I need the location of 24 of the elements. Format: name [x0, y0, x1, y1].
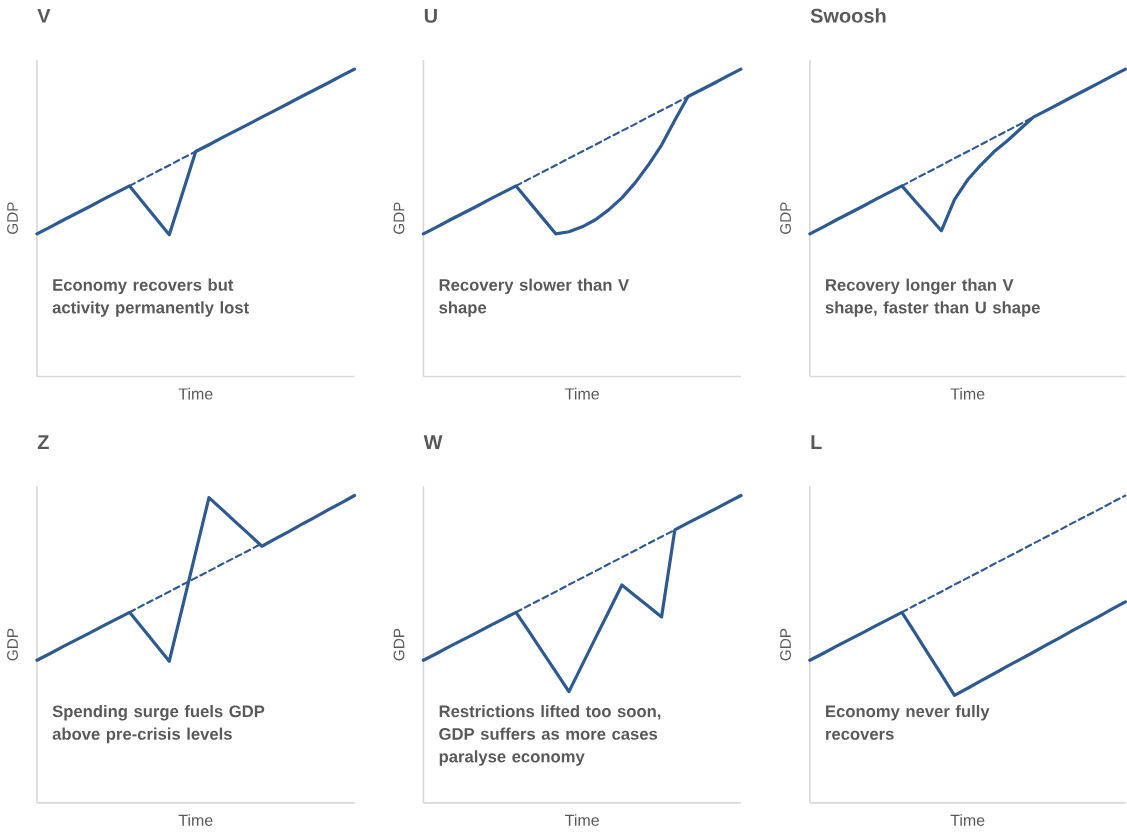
- chart-title: U: [424, 8, 437, 23]
- y-axis-title: GDP: [780, 202, 791, 235]
- annotation: Economy recovers but activity permanently lost: [52, 278, 249, 317]
- chart-title: Z: [37, 435, 49, 450]
- annotation: Economy never fully recovers: [826, 705, 990, 740]
- y-axis-title: GDP: [393, 628, 405, 661]
- y-axis-title: GDP: [393, 202, 405, 235]
- annotation: Recovery longer than V shape, faster than U shape: [825, 278, 1040, 317]
- chart-title: V: [37, 8, 51, 23]
- chart-title: Swoosh: [810, 8, 886, 23]
- annotation: Restrictions lifted too soon, GDP suffers as more cases paralyse economy: [439, 705, 661, 766]
- x-axis-title: Time: [565, 814, 599, 827]
- y-axis-title: GDP: [780, 628, 791, 661]
- x-axis-title: Time: [565, 387, 599, 400]
- x-axis-title: Time: [178, 387, 213, 400]
- annotation: Spending surge fuels GDP above pre-crisis levels: [52, 705, 265, 744]
- x-axis-title: Time: [178, 814, 213, 827]
- y-axis-title: GDP: [7, 202, 18, 235]
- x-axis-title: Time: [950, 387, 985, 400]
- chart-title: W: [423, 435, 443, 450]
- x-axis-title: Time: [950, 814, 985, 827]
- chart-title: L: [811, 435, 822, 450]
- annotation: Recovery slower than V shape: [439, 278, 629, 317]
- y-axis-title: GDP: [7, 628, 18, 661]
